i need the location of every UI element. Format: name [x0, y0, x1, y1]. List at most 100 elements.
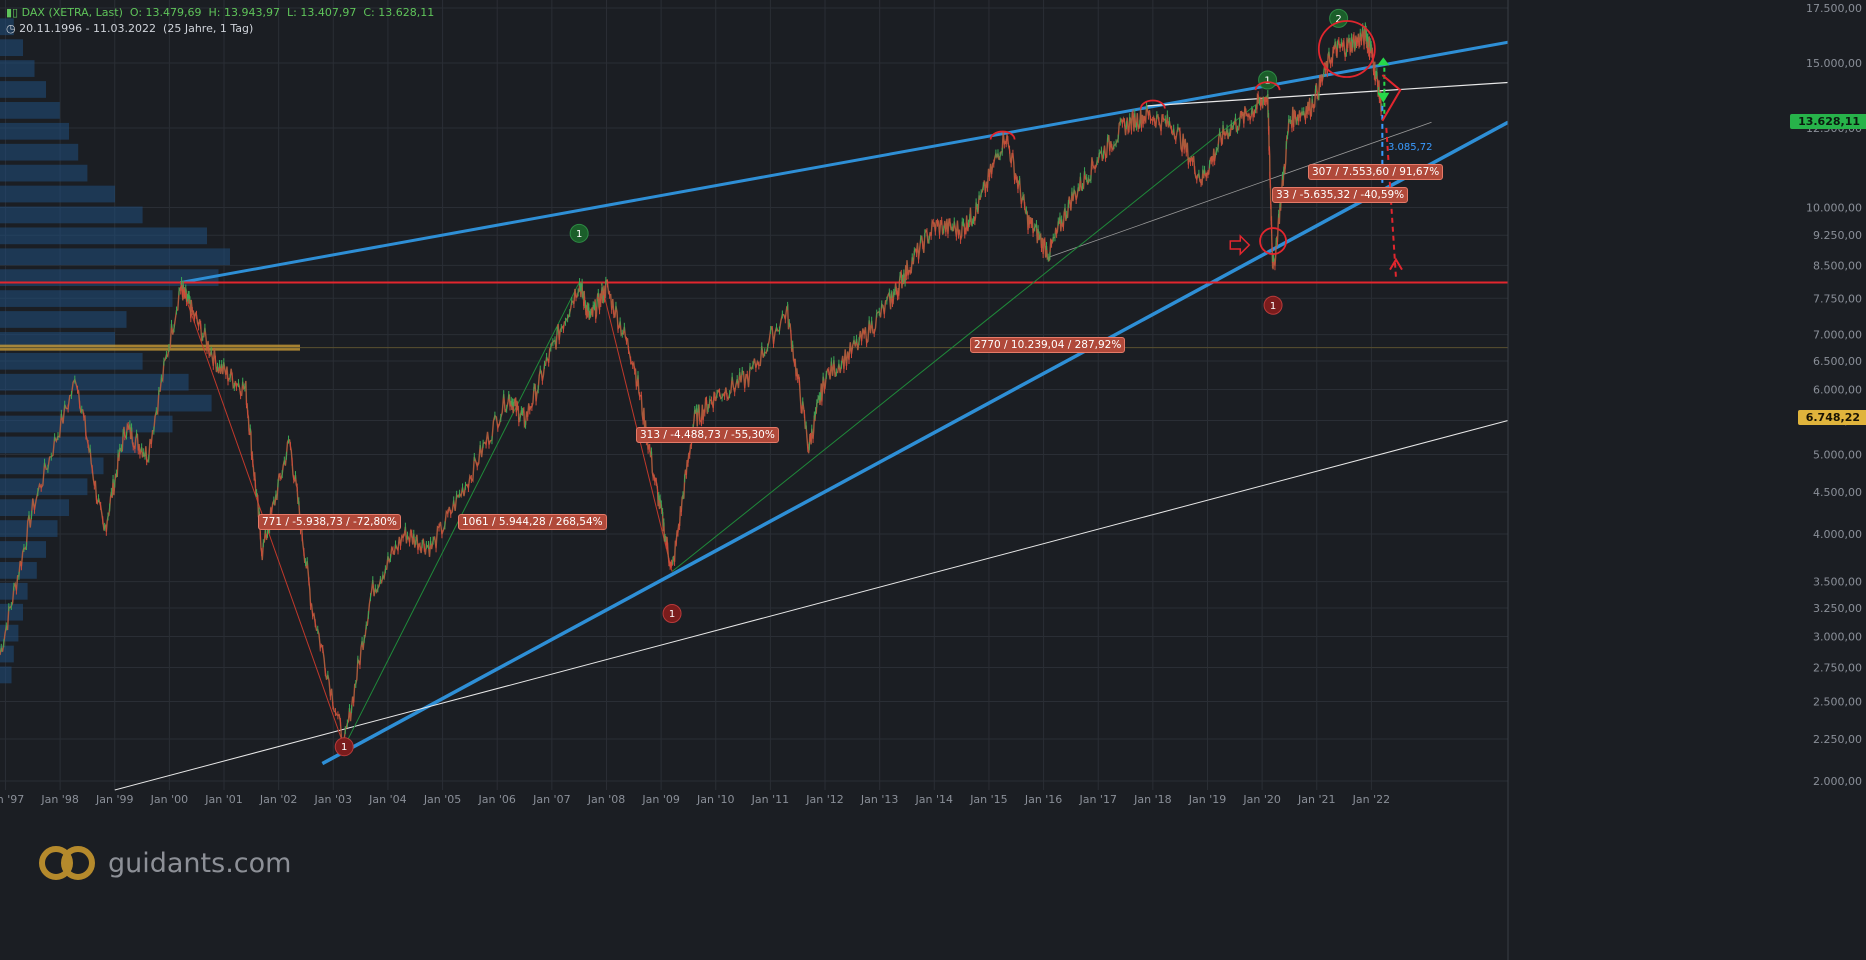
y-tick-label: 2.250,00 — [1813, 733, 1862, 746]
volume-profile — [0, 18, 1508, 684]
x-tick-label: Jan '01 — [204, 793, 242, 806]
label-rise-2020: 307 / 7.553,60 / 91,67% — [1308, 164, 1444, 180]
y-tick-label: 5.000,00 — [1813, 448, 1862, 461]
swing-marker-label: 1 — [1264, 76, 1270, 87]
swing-marker-label: 1 — [669, 609, 675, 620]
annotations: 1 1 1 1 1 2 — [334, 8, 1403, 757]
clock-icon: ◷ — [6, 22, 16, 35]
y-tick-label: 10.000,00 — [1806, 201, 1862, 214]
arrow-down-head — [1389, 257, 1403, 271]
profile-bar — [0, 164, 88, 182]
label-drop-2008: 313 / -4.488,73 / -55,30% — [636, 427, 779, 443]
x-tick-label: Jan '02 — [259, 793, 297, 806]
profile-bar — [0, 206, 143, 224]
x-tick-label: Jan '17 — [1078, 793, 1116, 806]
x-tick-label: Jan '16 — [1024, 793, 1062, 806]
x-tick-label: Jan '08 — [587, 793, 625, 806]
poc-price-tag: 6.748,22 — [1797, 410, 1866, 425]
y-axis: 17.500,0015.000,0012.500,0010.000,009.25… — [1507, 0, 1866, 960]
peak-arc — [1254, 81, 1281, 91]
arrow-up-icon — [1377, 57, 1390, 66]
trendline-lower — [321, 120, 1509, 766]
profile-bar — [0, 227, 207, 245]
x-tick-label: Jan '10 — [696, 793, 734, 806]
swing-up-2009 — [671, 94, 1268, 572]
profile-bar — [0, 290, 173, 307]
y-tick-label: 3.250,00 — [1813, 602, 1862, 615]
top-circle — [1317, 20, 1376, 78]
peak-arc — [1139, 99, 1166, 109]
high-value: H: 13.943,97 — [208, 6, 280, 19]
x-tick-label: Jan '06 — [477, 793, 515, 806]
y-tick-label: 17.500,00 — [1806, 2, 1862, 15]
profile-bar — [0, 457, 104, 475]
x-tick-label: Jan '19 — [1188, 793, 1226, 806]
trendline-inner — [1048, 121, 1432, 258]
y-tick-label: 15.000,00 — [1806, 57, 1862, 70]
bar-chart-icon: ▮▯ — [6, 6, 19, 19]
profile-bar — [0, 122, 69, 140]
x-tick-label: Jan '18 — [1133, 793, 1171, 806]
swing-marker — [1329, 8, 1349, 28]
x-tick-label: Jan '03 — [314, 793, 352, 806]
profile-bar — [0, 185, 115, 203]
date-range[interactable]: 20.11.1996 - 11.03.2022 — [19, 22, 157, 35]
x-tick-label: Jan '22 — [1352, 793, 1390, 806]
x-tick-label: Jan '13 — [860, 793, 898, 806]
profile-bar — [0, 520, 58, 537]
trendline-upper — [180, 40, 1509, 285]
x-tick-label: Jan '20 — [1242, 793, 1280, 806]
chart-range: ◷ 20.11.1996 - 11.03.2022 (25 Jahre, 1 T… — [6, 22, 253, 35]
swing-marker — [1263, 295, 1283, 315]
x-axis: Jan '97 Jan '98 Jan '99 Jan '00 Jan '01 Jan '… — [0, 793, 1390, 806]
y-tick-label: 2.500,00 — [1813, 695, 1862, 708]
trendlines — [0, 40, 1509, 791]
profile-bar — [0, 18, 14, 36]
grid — [0, 0, 1508, 790]
profile-bar — [0, 102, 60, 119]
profile-bar — [0, 143, 79, 161]
profile-bar — [0, 311, 127, 328]
price-series — [0, 22, 1383, 756]
swing-marker-label: 2 — [1335, 14, 1341, 25]
profile-bar — [0, 373, 189, 391]
y-tick-label: 6.000,00 — [1813, 383, 1862, 396]
profile-bar — [0, 436, 138, 454]
trendline-resistance — [1147, 81, 1509, 107]
x-tick-label: Jan '07 — [532, 793, 570, 806]
close-value: C: 13.628,11 — [363, 6, 435, 19]
x-tick-label: Jan '00 — [150, 793, 188, 806]
last-price-tag: 13.628,11 — [1790, 114, 1866, 129]
open-value: O: 13.479,69 — [129, 6, 202, 19]
trendline-support — [114, 420, 1509, 791]
y-tick-label: 2.000,00 — [1813, 775, 1862, 788]
y-tick-label: 9.250,00 — [1813, 229, 1862, 242]
x-tick-label: Jan '09 — [641, 793, 679, 806]
y-tick-label: 4.500,00 — [1813, 486, 1862, 499]
guidants-logo-icon — [39, 846, 95, 880]
x-tick-label: Jan '12 — [805, 793, 843, 806]
label-rise-2009: 2770 / 10.239,04 / 287,92% — [970, 337, 1126, 353]
symbol-label[interactable]: DAX (XETRA, Last) — [21, 6, 123, 19]
x-tick-label: Jan '99 — [95, 793, 133, 806]
low-value: L: 13.407,97 — [287, 6, 357, 19]
profile-bar — [0, 81, 46, 98]
chart-header: ▮▯ DAX (XETRA, Last) O: 13.479,69 H: 13.… — [6, 6, 434, 19]
period-label: (25 Jahre, 1 Tag) — [163, 22, 254, 35]
x-tick-label: Jan '21 — [1297, 793, 1335, 806]
y-tick-label: 2.750,00 — [1813, 661, 1862, 674]
target-down-line — [1385, 127, 1397, 279]
guidants-logo: guidants.com — [38, 845, 291, 881]
x-tick-label: Jan '05 — [423, 793, 461, 806]
low-circle — [1259, 227, 1287, 255]
swing-marker — [662, 603, 682, 623]
y-tick-label: 4.000,00 — [1813, 528, 1862, 541]
arrow-right-icon — [1229, 234, 1251, 256]
profile-bar — [0, 352, 143, 370]
measure-label: 3.085,72 — [1388, 142, 1433, 153]
profile-bar — [0, 248, 230, 266]
swing-marker — [569, 223, 589, 243]
x-tick-label: Jan '98 — [40, 793, 78, 806]
y-axis-panel — [1508, 0, 1866, 960]
